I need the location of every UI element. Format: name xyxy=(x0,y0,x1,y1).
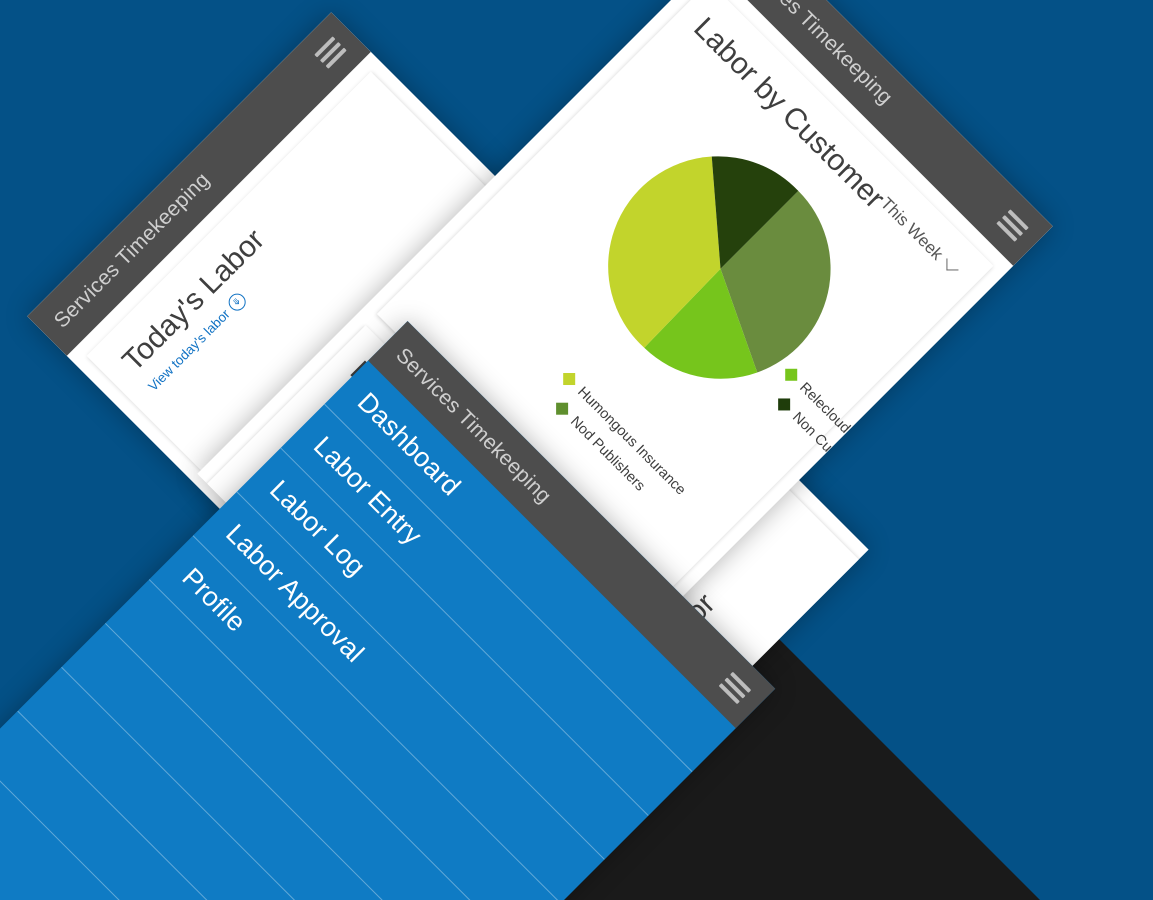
legend-swatch-non-customer xyxy=(778,398,791,411)
legend-labor-by-customer-right: Relecloud Non Customer xyxy=(756,365,885,494)
pie-chart-labor-by-customer xyxy=(608,156,831,379)
legend-swatch-nod-publishers xyxy=(556,402,569,415)
card-labor-by-customer: Labor by Customer This Week Humong xyxy=(376,0,994,599)
legend-swatch-relecloud xyxy=(785,368,798,381)
legend-swatch-humongous-insurance xyxy=(563,373,576,386)
hamburger-icon[interactable] xyxy=(996,209,1029,242)
circle-arrow-down-icon: ⤋ xyxy=(225,290,250,315)
hamburger-icon[interactable] xyxy=(718,671,752,705)
chevron-down-icon xyxy=(946,258,959,271)
hamburger-icon[interactable] xyxy=(314,36,347,69)
